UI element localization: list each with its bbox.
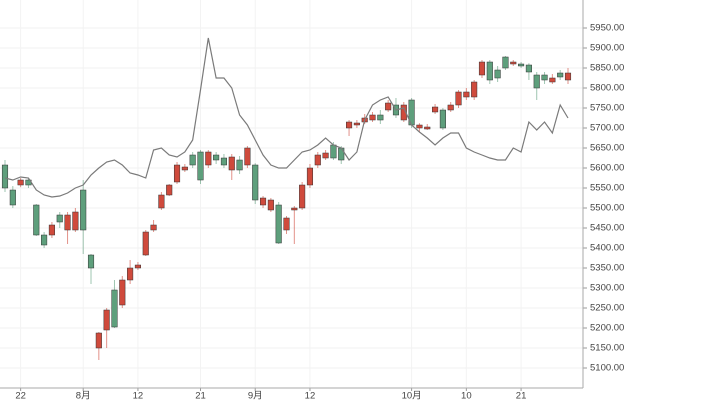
candle-body [314, 154, 321, 166]
candle-body [173, 164, 181, 183]
candle-body [416, 124, 423, 129]
candle-body [385, 102, 392, 111]
candle-body [439, 109, 446, 129]
candle-body [189, 154, 196, 166]
candle-body [463, 91, 470, 98]
candle-body [103, 309, 110, 331]
candle-body [244, 147, 251, 166]
x-tick-label: 10月 [402, 391, 422, 401]
candle-body [432, 106, 439, 113]
x-tick-label: 21 [516, 391, 527, 401]
candle-body [299, 184, 306, 209]
overlay-line [4, 37, 569, 198]
candle-body [158, 194, 165, 209]
candle-body [455, 91, 462, 106]
candle-body [259, 197, 267, 206]
y-tick-label: 5700.00 [590, 123, 624, 134]
y-tick-label: 5200.00 [590, 323, 624, 334]
candle-body [478, 61, 486, 76]
y-tick-label: 5450.00 [590, 223, 624, 234]
candle-body [510, 61, 517, 65]
candle-body [41, 234, 48, 246]
candle-body [494, 69, 501, 79]
y-tick-label: 5600.00 [590, 163, 624, 174]
candle-body [541, 74, 548, 81]
candle-body [56, 214, 63, 223]
candle-body [95, 332, 102, 349]
candle-body [236, 159, 243, 171]
candle-body [252, 164, 259, 201]
candle-body [111, 289, 118, 328]
candle-body [424, 126, 431, 130]
candle-body [220, 157, 227, 166]
candle-body [72, 211, 79, 231]
y-tick-label: 5750.00 [590, 103, 624, 114]
x-tick-label: 21 [195, 391, 206, 401]
candle-body [377, 114, 384, 121]
candle-body [525, 64, 532, 73]
candle-body [557, 72, 564, 78]
y-tick-label: 5950.00 [590, 23, 624, 34]
candle-body [283, 217, 290, 231]
candle-body [322, 152, 329, 159]
candle-body [330, 144, 337, 159]
candle-body [134, 264, 141, 269]
candle-body [197, 151, 204, 181]
candle-body [291, 207, 298, 211]
y-tick-label: 5500.00 [590, 203, 624, 214]
candle-body [64, 214, 71, 231]
candle-body [80, 189, 87, 231]
candle-body [213, 154, 220, 161]
candle-body [127, 267, 134, 281]
x-tick-label: 22 [15, 391, 26, 401]
y-tick-label: 5400.00 [590, 243, 624, 254]
candle-body [486, 61, 493, 81]
candle-body [471, 81, 478, 98]
candle-body [502, 56, 509, 69]
y-tick-label: 5900.00 [590, 43, 624, 54]
candle-body [150, 224, 157, 231]
candle-body [205, 151, 212, 166]
candle-body [533, 74, 540, 89]
candle-body [447, 104, 454, 111]
candle-body [267, 199, 274, 211]
candle-body [564, 72, 572, 81]
y-tick-label: 5300.00 [590, 283, 624, 294]
candle-body [518, 63, 525, 67]
candle-body [142, 231, 149, 256]
candle-body [1, 164, 9, 189]
y-tick-label: 5850.00 [590, 63, 624, 74]
y-tick-label: 5550.00 [590, 183, 624, 194]
y-tick-label: 5150.00 [590, 343, 624, 354]
x-tick-label: 12 [305, 391, 316, 401]
candle-body [228, 156, 235, 171]
y-tick-label: 5100.00 [590, 363, 624, 374]
candle-body [275, 204, 282, 244]
x-tick-label: 9月 [248, 391, 263, 401]
candle-body [346, 121, 353, 129]
candle-body [166, 184, 173, 196]
candle-body [119, 279, 126, 306]
candle-body [48, 224, 55, 236]
y-tick-label: 5650.00 [590, 143, 624, 154]
candle-body [9, 189, 16, 206]
y-tick-label: 5350.00 [590, 263, 624, 274]
y-tick-label: 5800.00 [590, 83, 624, 94]
candle-body [369, 114, 376, 121]
candle-body [353, 122, 360, 126]
candle-body [338, 147, 345, 161]
x-tick-label: 8月 [76, 391, 91, 401]
candle-body [306, 167, 314, 186]
y-tick-label: 5250.00 [590, 303, 624, 314]
candle-body [549, 77, 556, 83]
candle-body [181, 166, 188, 171]
candle-body [400, 104, 407, 121]
candle-body [87, 254, 95, 269]
x-tick-label: 12 [133, 391, 144, 401]
x-tick-label: 10 [461, 391, 472, 401]
candle-body [17, 179, 24, 186]
candle-body [33, 204, 40, 236]
